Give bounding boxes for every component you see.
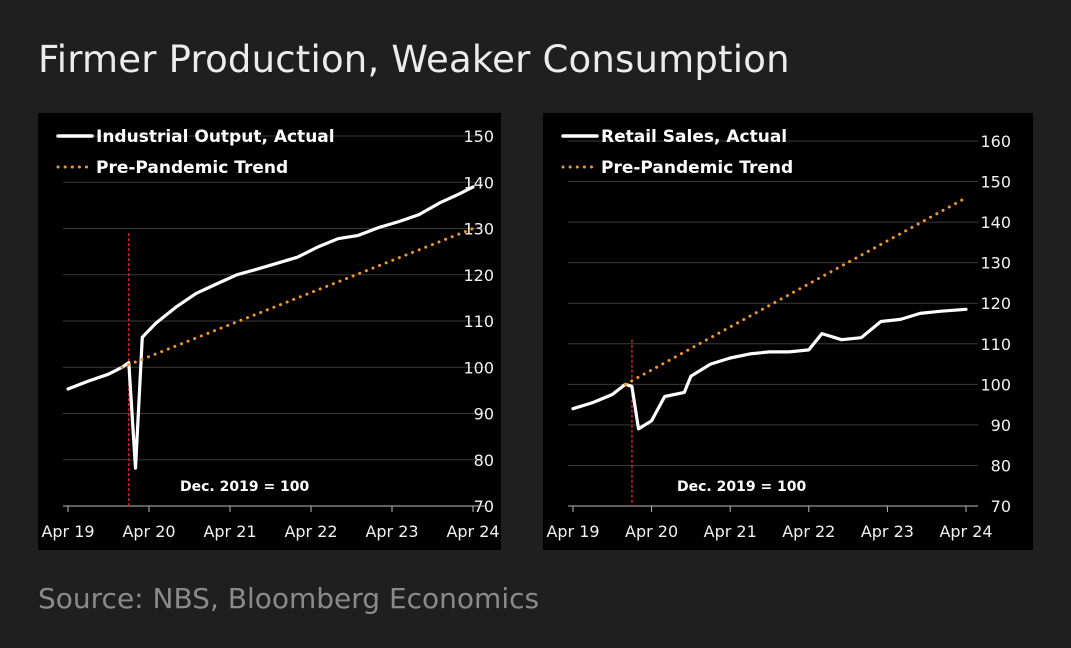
y-tick-label: 110: [463, 312, 494, 331]
trend-line: [120, 227, 475, 369]
legend-label: Retail Sales, Actual: [601, 127, 787, 147]
y-tick-label: 110: [980, 335, 1011, 354]
x-tick-label: Apr 20: [122, 522, 175, 541]
y-tick-label: 150: [980, 173, 1011, 192]
industrial-output-chart-panel: 70 80 90 100 110 120 130 140 150 Apr 19 Apr 20 Apr …: [38, 113, 501, 550]
x-tick-label: Apr 24: [939, 522, 992, 541]
page-title: Firmer Production, Weaker Consumption: [38, 38, 790, 81]
legend-label: Industrial Output, Actual: [96, 127, 335, 147]
retail-sales-chart-panel: 70 80 90 100 110 120 130 140 150 160 Apr 19 Apr 20 A…: [543, 113, 1033, 550]
x-tick-label: Apr 21: [203, 522, 256, 541]
y-tick-label: 140: [980, 213, 1011, 232]
y-tick-label: 120: [463, 266, 494, 285]
base-period-note: Dec. 2019 = 100: [677, 479, 807, 495]
x-tick-label: Apr 19: [546, 522, 599, 541]
legend-label: Pre-Pandemic Trend: [96, 158, 288, 178]
y-tick-label: 90: [991, 416, 1011, 435]
x-tick-label: Apr 21: [704, 522, 757, 541]
x-tick-label: Apr 20: [625, 522, 678, 541]
x-tick-label: Apr 22: [284, 522, 337, 541]
y-tick-label: 100: [463, 358, 494, 377]
base-period-note: Dec. 2019 = 100: [180, 479, 310, 495]
y-tick-label: 130: [463, 220, 494, 239]
y-tick-label: 90: [474, 405, 494, 424]
trend-line: [623, 196, 968, 386]
y-tick-label: 120: [980, 294, 1011, 313]
y-tick-label: 80: [991, 456, 1011, 475]
x-tick-label: Apr 24: [446, 522, 499, 541]
y-tick-label: 160: [980, 132, 1011, 151]
retail-sales-chart: 70 80 90 100 110 120 130 140 150 160 Apr 19 Apr 20 A…: [546, 127, 1011, 541]
source-note: Source: NBS, Bloomberg Economics: [38, 582, 540, 615]
y-tick-label: 150: [463, 127, 494, 146]
x-tick-label: Apr 19: [41, 522, 94, 541]
y-tick-label: 80: [474, 451, 494, 470]
actual-line: [66, 185, 475, 470]
y-tick-label: 130: [980, 254, 1011, 273]
x-tick-label: Apr 23: [861, 522, 914, 541]
x-tick-label: Apr 22: [782, 522, 835, 541]
actual-line: [571, 307, 968, 431]
y-tick-label: 70: [991, 497, 1011, 516]
y-tick-label: 100: [980, 375, 1011, 394]
legend-label: Pre-Pandemic Trend: [601, 158, 793, 178]
x-tick-label: Apr 23: [365, 522, 418, 541]
